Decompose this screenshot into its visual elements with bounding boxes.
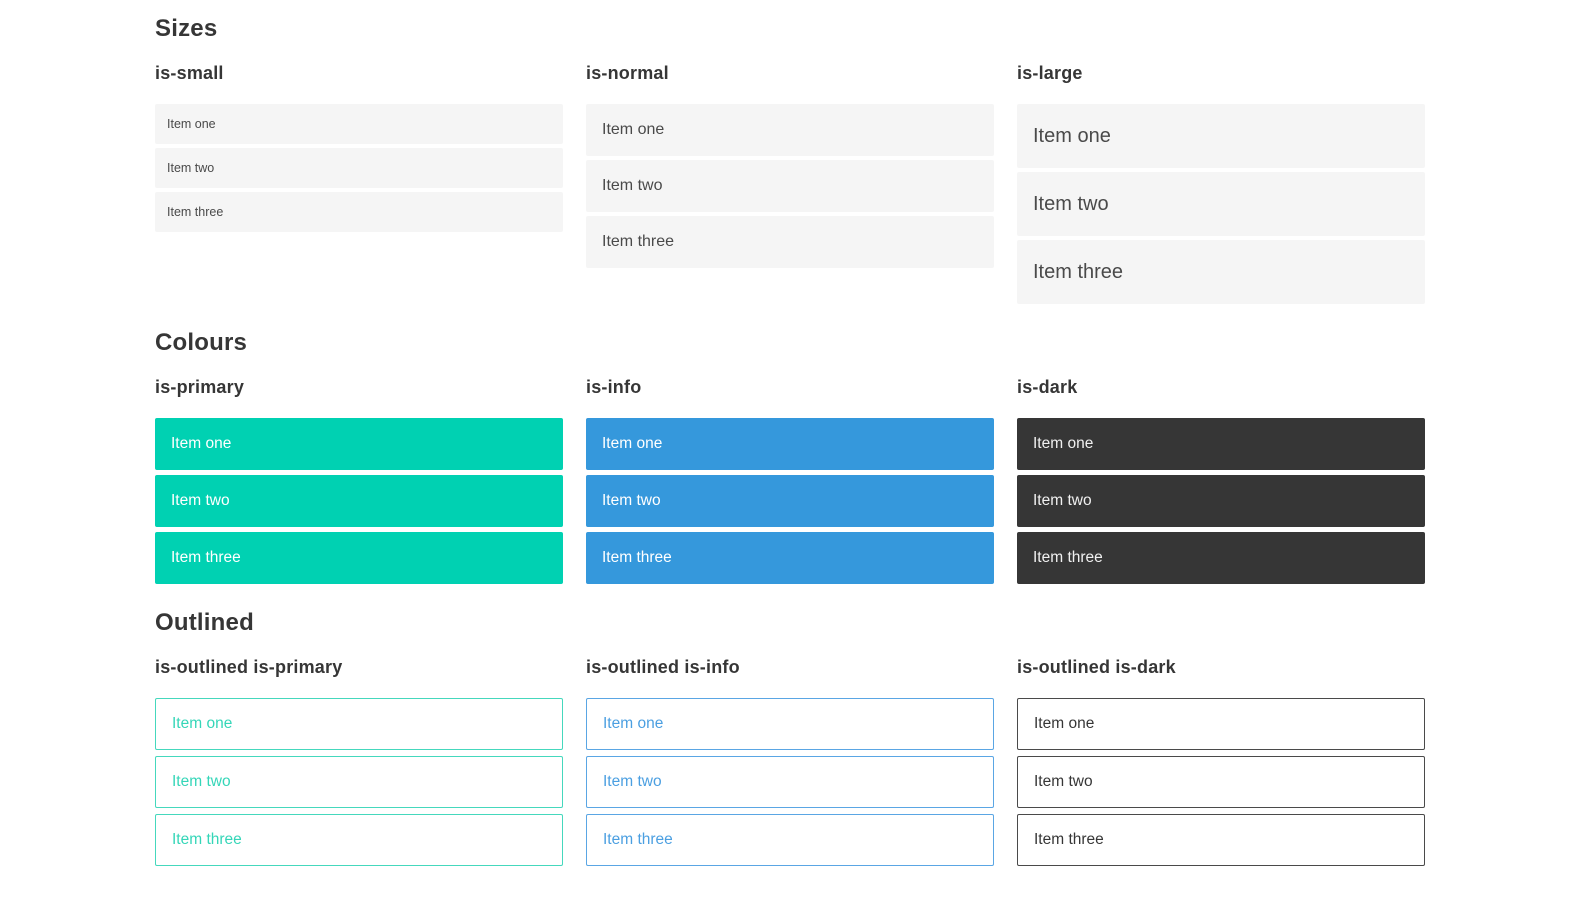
variant-label: is-outlined is-info bbox=[586, 657, 740, 677]
group-is-large: is-large Item one Item two Item three bbox=[1017, 60, 1425, 304]
list-item[interactable]: Item two bbox=[586, 756, 994, 808]
item-list: Item one Item two Item three bbox=[1017, 698, 1425, 866]
list-item[interactable]: Item one bbox=[155, 104, 563, 144]
list-item[interactable]: Item two bbox=[1017, 172, 1425, 236]
section-sizes: Sizes is-small Item one Item two Item th… bbox=[155, 14, 1425, 304]
group-is-dark: is-dark Item one Item two Item three bbox=[1017, 374, 1425, 584]
variant-label: is-normal bbox=[586, 63, 669, 83]
item-list: Item one Item two Item three bbox=[155, 418, 563, 584]
page-content: Sizes is-small Item one Item two Item th… bbox=[155, 0, 1425, 866]
item-list: Item one Item two Item three bbox=[586, 698, 994, 866]
list-item[interactable]: Item one bbox=[586, 698, 994, 750]
list-item[interactable]: Item two bbox=[155, 148, 563, 188]
group-is-outlined-is-info: is-outlined is-info Item one Item two It… bbox=[586, 654, 994, 866]
list-item[interactable]: Item two bbox=[155, 756, 563, 808]
list-item[interactable]: Item three bbox=[155, 532, 563, 584]
section-title: Outlined bbox=[155, 609, 254, 636]
section-title: Colours bbox=[155, 329, 248, 356]
section-colours: Colours is-primary Item one Item two Ite… bbox=[155, 328, 1425, 584]
item-list: Item one Item two Item three bbox=[586, 104, 994, 268]
list-item[interactable]: Item three bbox=[586, 814, 994, 866]
list-item[interactable]: Item three bbox=[1017, 532, 1425, 584]
list-item[interactable]: Item three bbox=[586, 532, 994, 584]
variant-label: is-small bbox=[155, 63, 224, 83]
list-item[interactable]: Item one bbox=[586, 418, 994, 470]
group-is-normal: is-normal Item one Item two Item three bbox=[586, 60, 994, 304]
list-item[interactable]: Item three bbox=[1017, 240, 1425, 304]
item-list: Item one Item two Item three bbox=[155, 104, 563, 232]
section-outlined: Outlined is-outlined is-primary Item one… bbox=[155, 608, 1425, 866]
item-list: Item one Item two Item three bbox=[586, 418, 994, 584]
list-item[interactable]: Item two bbox=[155, 475, 563, 527]
item-list: Item one Item two Item three bbox=[1017, 418, 1425, 584]
list-item[interactable]: Item one bbox=[1017, 418, 1425, 470]
variant-label: is-dark bbox=[1017, 377, 1078, 397]
list-item[interactable]: Item three bbox=[586, 216, 994, 268]
section-title: Sizes bbox=[155, 15, 218, 42]
group-is-info: is-info Item one Item two Item three bbox=[586, 374, 994, 584]
list-item[interactable]: Item three bbox=[1017, 814, 1425, 866]
list-item[interactable]: Item three bbox=[155, 192, 563, 232]
variant-label: is-large bbox=[1017, 63, 1083, 83]
list-item[interactable]: Item two bbox=[586, 475, 994, 527]
list-item[interactable]: Item two bbox=[1017, 475, 1425, 527]
list-item[interactable]: Item one bbox=[155, 418, 563, 470]
list-item[interactable]: Item one bbox=[1017, 104, 1425, 168]
list-item[interactable]: Item one bbox=[586, 104, 994, 156]
list-item[interactable]: Item one bbox=[1017, 698, 1425, 750]
item-list: Item one Item two Item three bbox=[1017, 104, 1425, 304]
group-is-primary: is-primary Item one Item two Item three bbox=[155, 374, 563, 584]
group-is-outlined-is-dark: is-outlined is-dark Item one Item two It… bbox=[1017, 654, 1425, 866]
item-list: Item one Item two Item three bbox=[155, 698, 563, 866]
list-item[interactable]: Item two bbox=[586, 160, 994, 212]
variant-label: is-info bbox=[586, 377, 642, 397]
variant-label: is-primary bbox=[155, 377, 245, 397]
variant-label: is-outlined is-primary bbox=[155, 657, 343, 677]
group-is-small: is-small Item one Item two Item three bbox=[155, 60, 563, 304]
list-item[interactable]: Item three bbox=[155, 814, 563, 866]
list-item[interactable]: Item two bbox=[1017, 756, 1425, 808]
group-is-outlined-is-primary: is-outlined is-primary Item one Item two… bbox=[155, 654, 563, 866]
list-item[interactable]: Item one bbox=[155, 698, 563, 750]
variant-label: is-outlined is-dark bbox=[1017, 657, 1176, 677]
